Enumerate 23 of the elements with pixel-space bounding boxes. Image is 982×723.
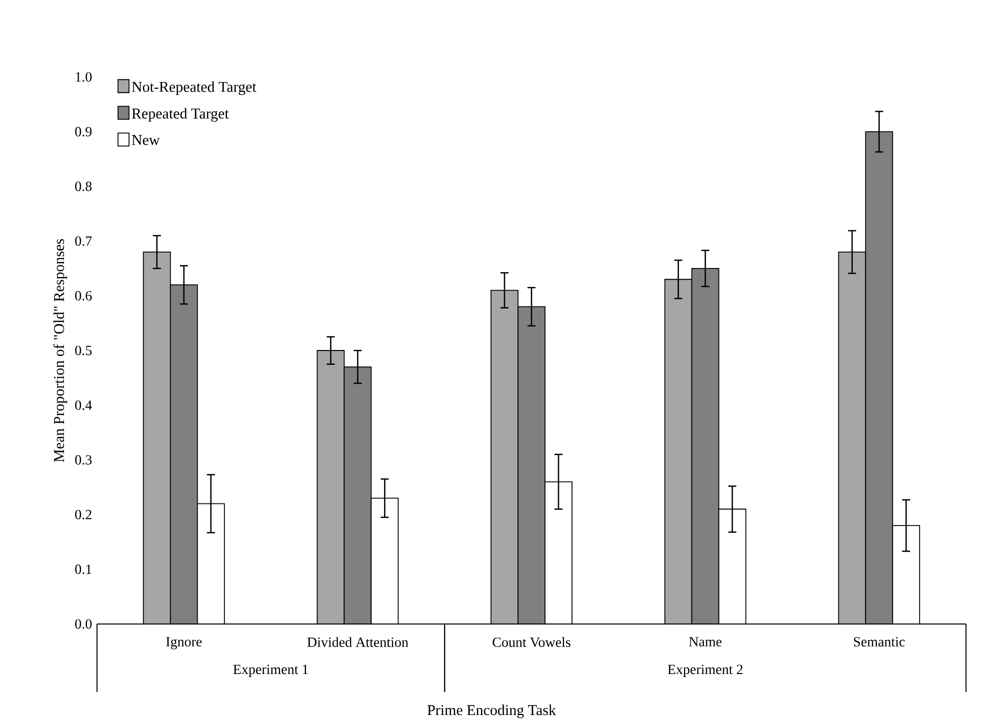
y-tick-label: 0.9 [75, 126, 92, 136]
legend-label: Not-Repeated Target [132, 81, 256, 96]
y-axis-title: Mean Proportion of "Old" Responses [53, 239, 68, 462]
y-tick-label: 0.7 [75, 236, 92, 246]
x-tick-label: Divided Attention [307, 637, 408, 648]
legend-label: New [132, 135, 160, 146]
x-tick-label: Ignore [166, 637, 202, 650]
x-axis-title: Prime Encoding Task [427, 704, 556, 718]
text: Experiment 2 [668, 664, 742, 678]
y-tick-label: 0.8 [75, 182, 92, 192]
legend-label: Repeated Target [132, 108, 229, 122]
x-tick-label: Semantic [854, 637, 905, 647]
text: Experiment 1 [233, 664, 308, 678]
y-tick-label: 0.5 [75, 346, 92, 356]
x-tick-label: Name [689, 637, 722, 646]
y-tick-label: 1.0 [76, 72, 92, 82]
y-tick-label: 0.0 [75, 619, 92, 629]
x-tick-label: Count Vowels [492, 637, 570, 648]
y-tick-label: 0.4 [75, 400, 92, 410]
y-tick-label: 0.3 [75, 455, 92, 465]
y-tick-label: 0.6 [75, 291, 92, 301]
y-tick-label: 0.1 [75, 564, 92, 574]
y-tick-label: 0.2 [75, 510, 92, 520]
